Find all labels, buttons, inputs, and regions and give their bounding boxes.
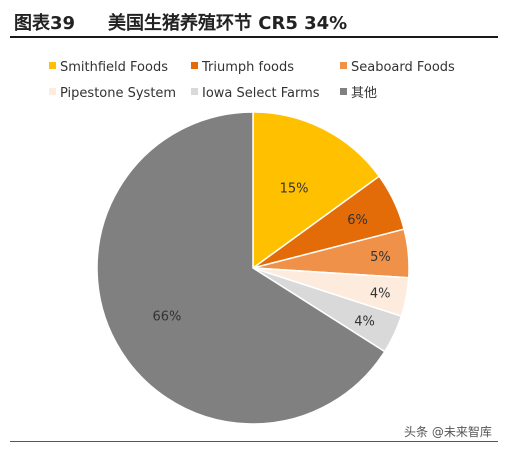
legend-swatch-triumph-foods <box>191 62 198 69</box>
data-label-seaboard-foods: 5% <box>370 250 391 265</box>
legend-label-iowa-select-farms: Iowa Select Farms <box>202 86 320 101</box>
legend-label-smithfield-foods: Smithfield Foods <box>60 60 168 75</box>
chart-legend: Smithfield Foods Triumph foods Seaboard Fo… <box>49 60 455 101</box>
data-label-other: 66% <box>152 309 181 324</box>
legend-swatch-iowa-select-farms <box>191 88 198 95</box>
bottom-divider <box>10 441 498 442</box>
legend-swatch-smithfield-foods <box>49 62 56 69</box>
legend-label-triumph-foods: Triumph foods <box>201 60 294 75</box>
data-labels: 15% 6% 5% 4% 4% 66% <box>152 181 390 329</box>
legend-swatch-other <box>340 88 347 95</box>
watermark: 头条 @未来智库 <box>404 425 492 439</box>
figure-title: 美国生猪养殖环节 CR5 34% <box>108 13 348 34</box>
legend-label-seaboard-foods: Seaboard Foods <box>351 60 455 75</box>
data-label-triumph-foods: 6% <box>347 213 368 228</box>
pie-slices <box>96 111 410 425</box>
data-label-smithfield-foods: 15% <box>280 181 309 196</box>
legend-swatch-pipestone-system <box>49 88 56 95</box>
data-label-pipestone-system: 4% <box>370 286 391 301</box>
data-label-iowa-select-farms: 4% <box>354 315 375 330</box>
legend-label-other: 其他 <box>351 86 377 101</box>
pie-slice-other <box>96 111 386 425</box>
legend-label-pipestone-system: Pipestone System <box>60 86 176 101</box>
legend-swatch-seaboard-foods <box>340 62 347 69</box>
pie-slice-smithfield-foods <box>252 111 381 270</box>
figure-number: 图表39 <box>14 13 76 34</box>
figure-title-bar: 图表39 美国生猪养殖环节 CR5 34% <box>10 6 498 38</box>
